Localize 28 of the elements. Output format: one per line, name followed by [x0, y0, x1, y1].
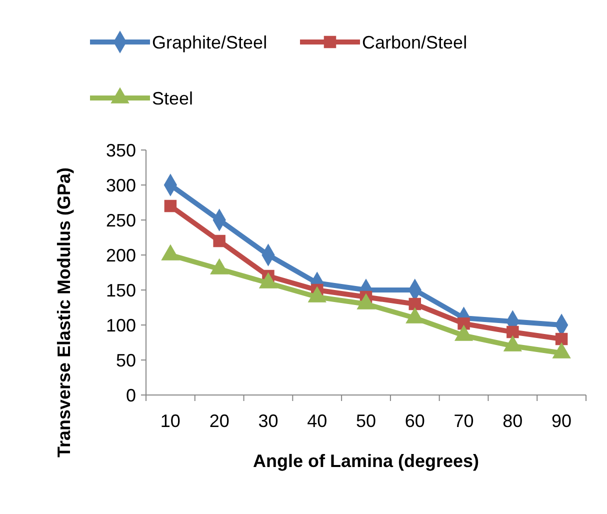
y-tick-label: 250: [106, 210, 136, 230]
y-tick-label: 0: [126, 385, 136, 406]
x-tick-label: 50: [356, 411, 376, 431]
y-axis-title: Transverse Elastic Modulus (GPa): [54, 167, 74, 458]
point: [506, 326, 519, 338]
y-tick-label: 50: [116, 350, 136, 370]
x-tick-label: 20: [209, 411, 230, 431]
point: [164, 200, 177, 212]
legend-label: Carbon/Steel: [362, 32, 468, 52]
x-axis-title: Angle of Lamina (degrees): [252, 451, 480, 471]
x-tick-label: 10: [160, 411, 180, 431]
point: [408, 298, 422, 310]
x-tick-label: 70: [454, 411, 474, 431]
point: [458, 317, 470, 330]
legend-label: Steel: [152, 88, 194, 108]
y-tick-label: 200: [106, 245, 136, 266]
y-tick-label: 100: [106, 315, 136, 336]
y-tick-label: 150: [106, 280, 136, 300]
x-tick-label: 80: [502, 411, 523, 431]
y-tick-label: 350: [106, 140, 136, 160]
x-tick-label: 30: [258, 411, 278, 431]
y-tick-label: 300: [106, 175, 136, 196]
x-tick-label: 60: [404, 411, 425, 431]
x-tick-label: 40: [307, 411, 328, 431]
legend-label: Graphite/Steel: [152, 32, 268, 52]
x-tick-label: 90: [552, 411, 572, 431]
point: [213, 234, 226, 248]
point: [555, 332, 568, 346]
